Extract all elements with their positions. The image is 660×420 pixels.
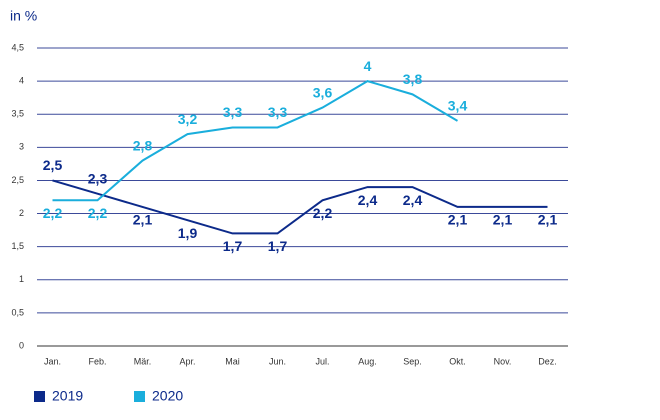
x-tick-label: Apr.: [179, 356, 195, 366]
y-tick-label: 3,5: [11, 109, 24, 119]
data-label: 2,8: [133, 137, 153, 153]
data-label: 2,1: [448, 212, 468, 228]
data-label: 2,3: [88, 170, 108, 186]
y-tick-label: 4: [19, 75, 24, 85]
x-tick-label: Dez.: [538, 356, 557, 366]
x-tick-label: Aug.: [358, 356, 377, 366]
x-tick-label: Sep.: [403, 356, 422, 366]
data-label: 3,3: [268, 104, 288, 120]
y-axis-label: in %: [10, 8, 37, 24]
data-label: 1,7: [268, 238, 288, 254]
data-label: 3,3: [223, 104, 243, 120]
data-label: 2,2: [313, 205, 333, 221]
x-tick-label: Feb.: [88, 356, 106, 366]
data-label: 4: [364, 58, 372, 74]
x-tick-label: Okt.: [449, 356, 466, 366]
y-tick-label: 2: [19, 208, 24, 218]
legend-label: 2020: [152, 388, 183, 404]
data-label: 1,9: [178, 225, 198, 241]
y-tick-label: 1: [19, 274, 24, 284]
y-tick-label: 4,5: [11, 42, 24, 52]
legend-swatch: [134, 391, 145, 402]
data-label: 3,2: [178, 111, 198, 127]
data-label: 3,8: [403, 71, 423, 87]
data-label: 2,5: [43, 157, 63, 173]
y-tick-label: 0: [19, 340, 24, 350]
x-tick-label: Jan.: [44, 356, 61, 366]
data-label: 2,1: [538, 212, 558, 228]
data-label: 3,6: [313, 84, 333, 100]
y-tick-label: 0,5: [11, 307, 24, 317]
y-tick-label: 1,5: [11, 241, 24, 251]
x-tick-label: Mär.: [134, 356, 152, 366]
data-label: 1,7: [223, 238, 243, 254]
legend-label: 2019: [52, 388, 83, 404]
legend-swatch: [34, 391, 45, 402]
x-tick-label: Nov.: [494, 356, 512, 366]
data-label: 2,4: [358, 192, 378, 208]
data-label: 3,4: [448, 98, 468, 114]
data-label: 2,4: [403, 192, 423, 208]
data-label: 2,2: [88, 205, 108, 221]
data-label: 2,2: [43, 205, 63, 221]
series-line: [52, 80, 459, 202]
series-line: [52, 179, 548, 235]
data-label: 2,1: [493, 212, 513, 228]
x-tick-label: Jun.: [269, 356, 286, 366]
x-tick-label: Mai: [225, 356, 240, 366]
y-tick-label: 2,5: [11, 175, 24, 185]
x-tick-label: Jul.: [315, 356, 329, 366]
data-label: 2,1: [133, 212, 153, 228]
y-tick-label: 3: [19, 142, 24, 152]
